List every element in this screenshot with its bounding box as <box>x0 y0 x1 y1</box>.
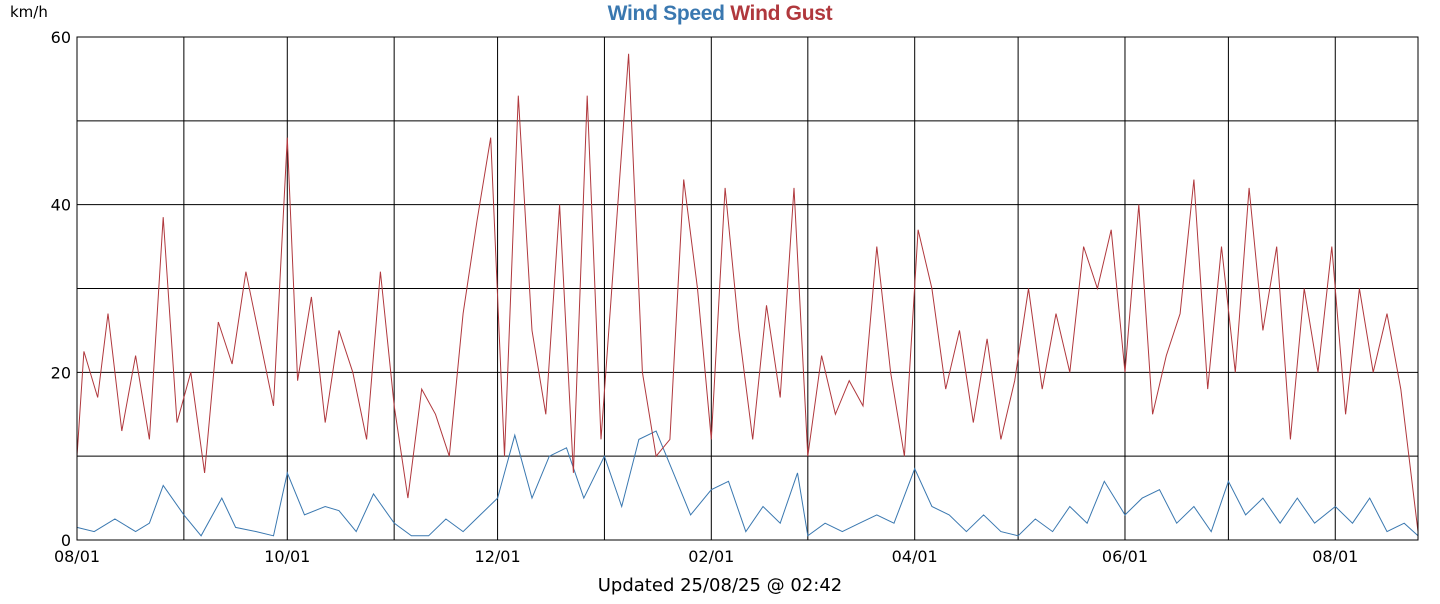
x-tick-label: 04/01 <box>892 547 938 566</box>
x-tick-label: 08/01 <box>54 547 100 566</box>
y-tick-label: 0 <box>61 531 71 550</box>
plot-frame <box>76 36 1419 541</box>
chart-legend: Wind Speed Wind Gust <box>0 2 1440 26</box>
y-tick-label: 40 <box>51 196 71 215</box>
y-axis-unit-label: km/h <box>10 3 48 21</box>
updated-timestamp: Updated 25/08/25 @ 02:42 <box>597 575 843 596</box>
y-tick-label: 60 <box>51 28 71 47</box>
legend-wind-speed: Wind Speed <box>607 2 725 25</box>
grid-layer <box>76 36 1418 541</box>
wind-gust-series-line <box>76 53 1419 532</box>
y-tick-label: 20 <box>51 363 71 382</box>
axis-layer: 0 20 40 60 08/01 10/01 12/01 02/01 04/01 06/01 08/… <box>51 28 1419 566</box>
legend-wind-gust: Wind Gust <box>730 2 833 25</box>
wind-speed-series-line <box>76 430 1419 537</box>
x-tick-label: 06/01 <box>1102 547 1148 566</box>
series-layer <box>76 53 1419 537</box>
x-tick-label: 12/01 <box>475 547 521 566</box>
x-tick-label: 10/01 <box>264 547 310 566</box>
x-tick-label: 08/01 <box>1312 547 1358 566</box>
x-tick-label: 02/01 <box>688 547 734 566</box>
